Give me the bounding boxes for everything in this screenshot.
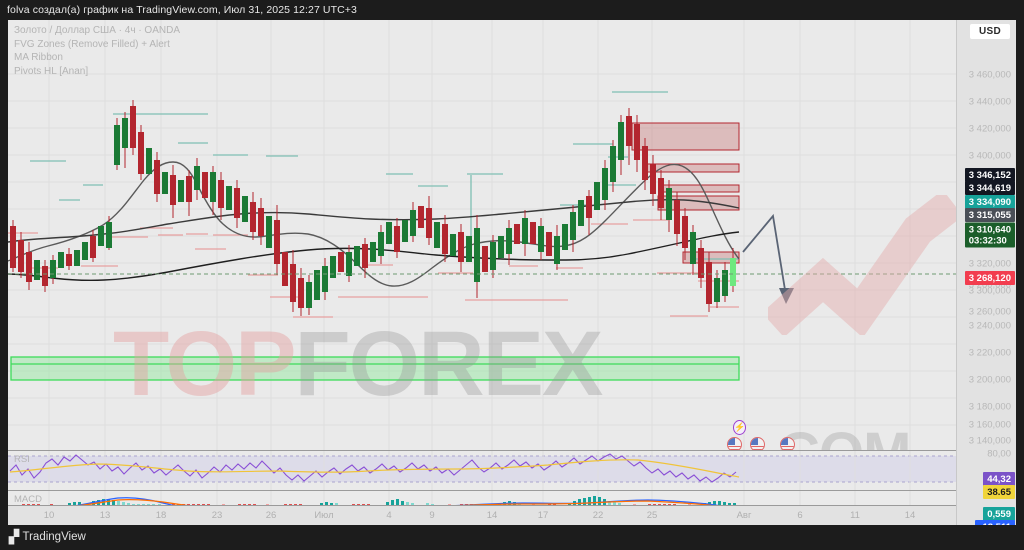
time-axis[interactable]: 10 13 18 23 26 Июл 4 9 14 17 22 25 Авг 6… — [8, 505, 1016, 525]
price-axis[interactable]: USD 3 460,000 3 440,000 3 420,000 3 400,… — [956, 20, 1016, 525]
price-tick: 3 220,000 — [968, 347, 1011, 359]
macd-value-label[interactable]: 0,559 — [983, 507, 1015, 521]
time-tick: 22 — [592, 510, 604, 521]
candle-wicks — [12, 100, 734, 316]
candlesticks — [10, 100, 736, 316]
rsi-pane[interactable]: RSI — [8, 450, 956, 490]
flag-stripe — [781, 449, 794, 450]
countdown-price: 3 310,640 — [968, 224, 1011, 235]
time-tick: 25 — [646, 510, 658, 521]
time-tick: 14 — [486, 510, 498, 521]
time-tick-month: Авг — [736, 510, 752, 521]
support-zone — [10, 356, 740, 381]
low-price-label[interactable]: 3 268,120 — [964, 271, 1015, 285]
us-flag-badge[interactable] — [750, 437, 765, 450]
rsi-scale-label: 80,00 — [987, 448, 1011, 460]
ma-ribbon-mid — [8, 198, 740, 243]
price-tick: 3 260,000 — [968, 306, 1011, 318]
price-tick: 3 300,000 — [968, 285, 1011, 297]
candle-bodies — [10, 106, 736, 308]
rsi-value-label[interactable]: 44,32 — [983, 472, 1015, 486]
time-tick: 23 — [211, 510, 223, 521]
time-tick: 9 — [429, 510, 435, 521]
us-flag-badge[interactable] — [780, 437, 795, 450]
chart-caption: folva создал(а) график на TradingView.co… — [0, 0, 1024, 20]
time-tick: 4 — [386, 510, 392, 521]
price-tick: 3 320,000 — [968, 258, 1011, 270]
price-tick: 3 180,000 — [968, 401, 1011, 413]
price-tick: 3 420,000 — [968, 123, 1011, 135]
ma-price-label-2[interactable]: 3 344,619 — [964, 181, 1015, 195]
ma-price-label-3[interactable]: 3 315,055 — [964, 208, 1015, 222]
main-chart-canvas — [8, 20, 956, 450]
us-flag-badge[interactable] — [727, 437, 742, 450]
projection-arrow — [742, 213, 794, 304]
alert-lightning-icon[interactable]: ⚡ — [733, 420, 746, 435]
price-tick: 3 440,000 — [968, 96, 1011, 108]
tradingview-brand-name: TradingView — [22, 531, 86, 543]
flag-stripe — [751, 449, 764, 450]
time-tick: 10 — [43, 510, 55, 521]
flag-stripe — [728, 449, 741, 450]
currency-chip[interactable]: USD — [969, 24, 1010, 39]
ma-price-label-1[interactable]: 3 346,152 — [964, 168, 1015, 182]
flag-stripe — [781, 446, 794, 448]
price-tick: 3 160,000 — [968, 419, 1011, 431]
rsi-title: RSI — [14, 454, 30, 465]
time-tick: 26 — [265, 510, 277, 521]
time-tick: 13 — [99, 510, 111, 521]
time-tick: 18 — [155, 510, 167, 521]
flag-canton — [728, 438, 735, 445]
macd-signal-label[interactable]: -13,511 — [975, 520, 1015, 525]
price-tick: 3 280,000 — [968, 279, 1011, 291]
main-price-pane[interactable]: TOPFOREX .COM — [8, 20, 956, 450]
countdown-timer: 03:32:30 — [968, 235, 1007, 246]
time-tick: 6 — [797, 510, 803, 521]
macd-title: MACD — [14, 494, 42, 505]
flag-canton — [751, 438, 758, 445]
price-tick: 3 400,000 — [968, 150, 1011, 162]
last-price-label[interactable]: 3 334,090 — [964, 195, 1015, 209]
tradingview-footer[interactable]: ▞ TradingView — [9, 529, 86, 545]
flag-canton — [781, 438, 788, 445]
ma-ribbon-fast — [8, 161, 740, 287]
chart-shell: TOPFOREX .COM — [8, 20, 1016, 525]
rsi-canvas — [8, 451, 956, 490]
time-tick: 17 — [537, 510, 549, 521]
rsi-signal-line — [9, 459, 740, 478]
time-tick-month: Июл — [314, 510, 334, 521]
countdown-price-label[interactable]: 3 310,640 03:32:30 — [964, 222, 1015, 248]
price-tick: 3 200,000 — [968, 374, 1011, 386]
time-tick: 14 — [904, 510, 916, 521]
pivot-low-lines — [8, 219, 739, 318]
flag-stripe — [728, 446, 741, 448]
price-tick: 3 460,000 — [968, 69, 1011, 81]
flag-stripe — [751, 446, 764, 448]
price-tick: 3 140,000 — [968, 435, 1011, 447]
price-tick: 3 240,000 — [968, 320, 1011, 332]
grid-lines — [8, 20, 956, 450]
rsi-signal-label[interactable]: 38.65 — [983, 485, 1015, 499]
time-tick: 11 — [850, 510, 860, 521]
tradingview-logo-icon: ▞ — [9, 529, 19, 544]
